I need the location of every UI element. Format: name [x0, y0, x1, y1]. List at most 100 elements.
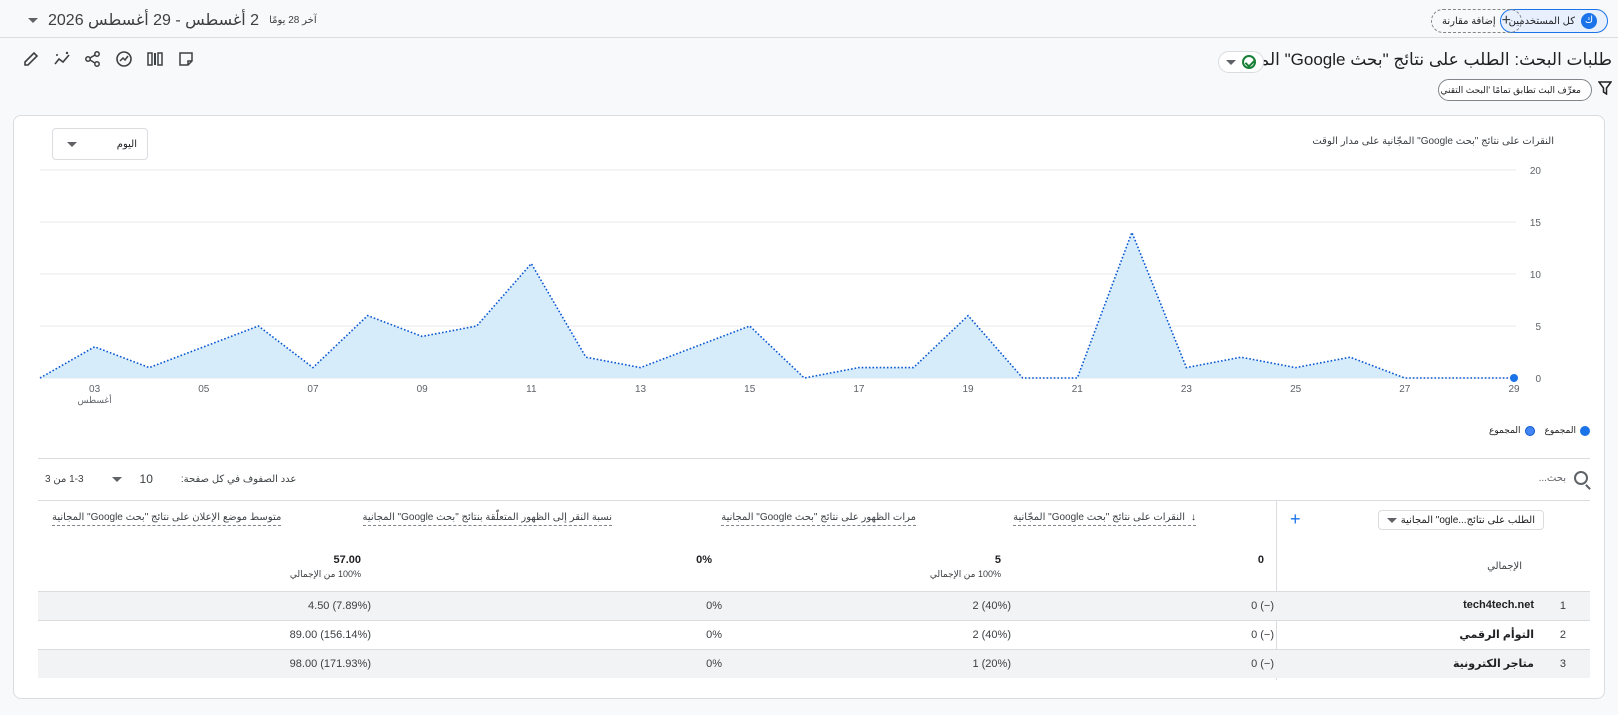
row-position: 4.50 (7.89%): [308, 600, 371, 612]
pagination: عدد الصفوف في كل صفحة: 10 1-3 من 3: [45, 472, 296, 486]
row-position: 98.00 (171.93%): [289, 658, 371, 670]
row-position: 89.00 (156.14%): [289, 629, 371, 641]
row-impressions: 2 (40%): [972, 629, 1011, 641]
table-row[interactable]: 1 tech4tech.net 0 (−) 2 (40%) 0% 4.50 (7…: [38, 591, 1590, 620]
search-input[interactable]: بحث...: [1538, 472, 1566, 484]
row-impressions: 2 (40%): [972, 600, 1011, 612]
totals-label: الإجمالي: [1487, 561, 1522, 572]
legend-dot-icon: [1524, 425, 1535, 436]
filter-chip-label: معرِّف البث تطابق تمامًا 'البحث التقني ا…: [1439, 84, 1581, 95]
x-tick-label: 11: [526, 384, 537, 395]
column-header-ctr[interactable]: نسبة النقر إلى الظهور المتعلّقة بنتائج "…: [362, 512, 612, 526]
row-ctr: 0%: [706, 658, 722, 670]
y-tick-label: 0: [1535, 374, 1541, 385]
column-divider: [1276, 500, 1277, 680]
plus-icon: +: [1501, 12, 1511, 29]
period-select[interactable]: اليوم: [52, 128, 148, 160]
y-tick-label: 20: [1530, 166, 1542, 177]
row-ctr: 0%: [706, 629, 722, 641]
row-clicks: 0 (−): [1251, 629, 1274, 641]
row-index: 2: [1559, 629, 1566, 641]
x-tick-label: 25: [1290, 384, 1302, 395]
total-impressions: 5 100% من الإجمالي: [929, 554, 1001, 579]
row-ctr: 0%: [706, 600, 722, 612]
edit-icon[interactable]: [22, 50, 40, 68]
chevron-down-icon: [1225, 59, 1236, 65]
dimension-select[interactable]: الطلب على نتائج...ogle" المجانية: [1378, 510, 1544, 530]
x-month-label: أغسطس: [78, 393, 112, 406]
total-position: 57.00 100% من الإجمالي: [289, 554, 361, 579]
chevron-down-icon: [67, 141, 77, 147]
x-tick-label: 23: [1181, 384, 1193, 395]
divider: [38, 458, 1590, 459]
legend-item[interactable]: المجموع: [1545, 425, 1590, 436]
insights-icon[interactable]: [53, 50, 71, 68]
y-tick-label: 10: [1530, 270, 1542, 281]
legend-label: المجموع: [1489, 425, 1521, 435]
x-tick-label: 15: [744, 384, 756, 395]
table-row[interactable]: 2 التوأم الرقمي 0 (−) 2 (40%) 0% 89.00 (…: [38, 620, 1590, 649]
search-icon: [1574, 471, 1588, 485]
total-ctr: 0%: [696, 554, 712, 566]
table-row[interactable]: 3 متاجر الكترونية 0 (−) 1 (20%) 0% 98.00…: [38, 649, 1590, 678]
compare-trend-icon[interactable]: [115, 50, 133, 68]
x-tick-label: 09: [417, 384, 429, 395]
row-clicks: 0 (−): [1251, 658, 1274, 670]
page-title: طلبات البحث: الطلب على نتائج "بحث Google…: [1225, 50, 1612, 69]
chevron-down-icon: [111, 476, 122, 482]
all-users-label: كل المستخدمين: [1508, 15, 1575, 27]
period-label: اليوم: [116, 138, 137, 150]
x-tick-label: 13: [635, 384, 647, 395]
legend-dot-icon: [1580, 425, 1590, 436]
columns-icon[interactable]: [146, 50, 164, 68]
row-dimension[interactable]: tech4tech.net: [1463, 599, 1534, 611]
x-tick-label: 19: [963, 384, 975, 395]
legend-item[interactable]: المجموع: [1489, 425, 1535, 436]
divider: [38, 500, 1590, 501]
row-impressions: 1 (20%): [972, 658, 1011, 670]
add-comparison-label: إضافة مقارنة: [1441, 15, 1496, 27]
row-index: 1: [1559, 600, 1566, 612]
x-axis-ticks: 03 05 07 09 11 13 15 17 19 21 23 25 27 29 أغسطس: [78, 384, 1520, 406]
chart-title: النقرات على نتائج "بحث Google" المجّانية…: [1312, 136, 1554, 147]
legend-label: المجموع: [1544, 425, 1576, 435]
rows-per-page-value: 10: [139, 472, 153, 486]
column-header-impressions[interactable]: مرات الظهور على نتائج "بحث Google" المجا…: [721, 512, 916, 526]
x-tick-label: 27: [1399, 384, 1411, 395]
rows-per-page-select[interactable]: 10: [111, 472, 153, 486]
x-tick-label: 05: [198, 384, 210, 395]
total-clicks: 0: [1257, 554, 1264, 566]
add-dimension-button[interactable]: +: [1290, 509, 1301, 529]
check-circle-icon: [1242, 55, 1257, 69]
date-range-sub: آخر 28 يومًا: [269, 14, 317, 26]
top-bar: ك كل المستخدمين + إضافة مقارنة آخر 28 يو…: [0, 0, 1618, 38]
chevron-down-icon: [28, 17, 38, 23]
date-range-label: 2 أغسطس - 29 أغسطس 2026: [48, 12, 260, 29]
column-header-position[interactable]: متوسط موضع الإعلان على نتائج "بحث Google…: [52, 512, 282, 526]
filter-chip[interactable]: معرِّف البث تطابق تمامًا 'البحث التقني ا…: [1438, 79, 1592, 101]
y-tick-label: 5: [1535, 322, 1541, 333]
chart-legend: المجموع المجموع: [1489, 425, 1590, 436]
y-tick-label: 15: [1530, 218, 1542, 229]
row-clicks: 0 (−): [1251, 600, 1274, 612]
x-tick-label: 17: [853, 384, 865, 395]
note-icon[interactable]: [177, 50, 195, 68]
report-toolbar: [22, 50, 195, 68]
add-comparison-button[interactable]: + إضافة مقارنة: [1430, 9, 1522, 33]
rows-per-page-label: عدد الصفوف في كل صفحة:: [180, 473, 297, 485]
dimension-label: الطلب على نتائج...ogle" المجانية: [1400, 514, 1535, 526]
segment-avatar: ك: [1581, 13, 1597, 29]
filter-icon[interactable]: [1598, 81, 1612, 95]
x-tick-label: 21: [1072, 384, 1084, 395]
row-dimension[interactable]: التوأم الرقمي: [1459, 629, 1534, 641]
y-axis-ticks: 0 5 10 15 20: [1530, 166, 1542, 385]
report-status-dropdown[interactable]: [1218, 51, 1264, 73]
table-search[interactable]: بحث...: [1539, 471, 1588, 485]
row-index: 3: [1559, 658, 1566, 670]
page-range: 1-3 من 3: [45, 473, 84, 485]
share-icon[interactable]: [84, 50, 102, 68]
date-range-picker[interactable]: آخر 28 يومًا 2 أغسطس - 29 أغسطس 2026: [28, 10, 317, 30]
x-tick-label: 29: [1508, 384, 1520, 395]
row-dimension[interactable]: متاجر الكترونية: [1452, 658, 1534, 670]
column-header-clicks[interactable]: ↓النقرات على نتائج "بحث Google" المجّاني…: [1013, 512, 1196, 526]
